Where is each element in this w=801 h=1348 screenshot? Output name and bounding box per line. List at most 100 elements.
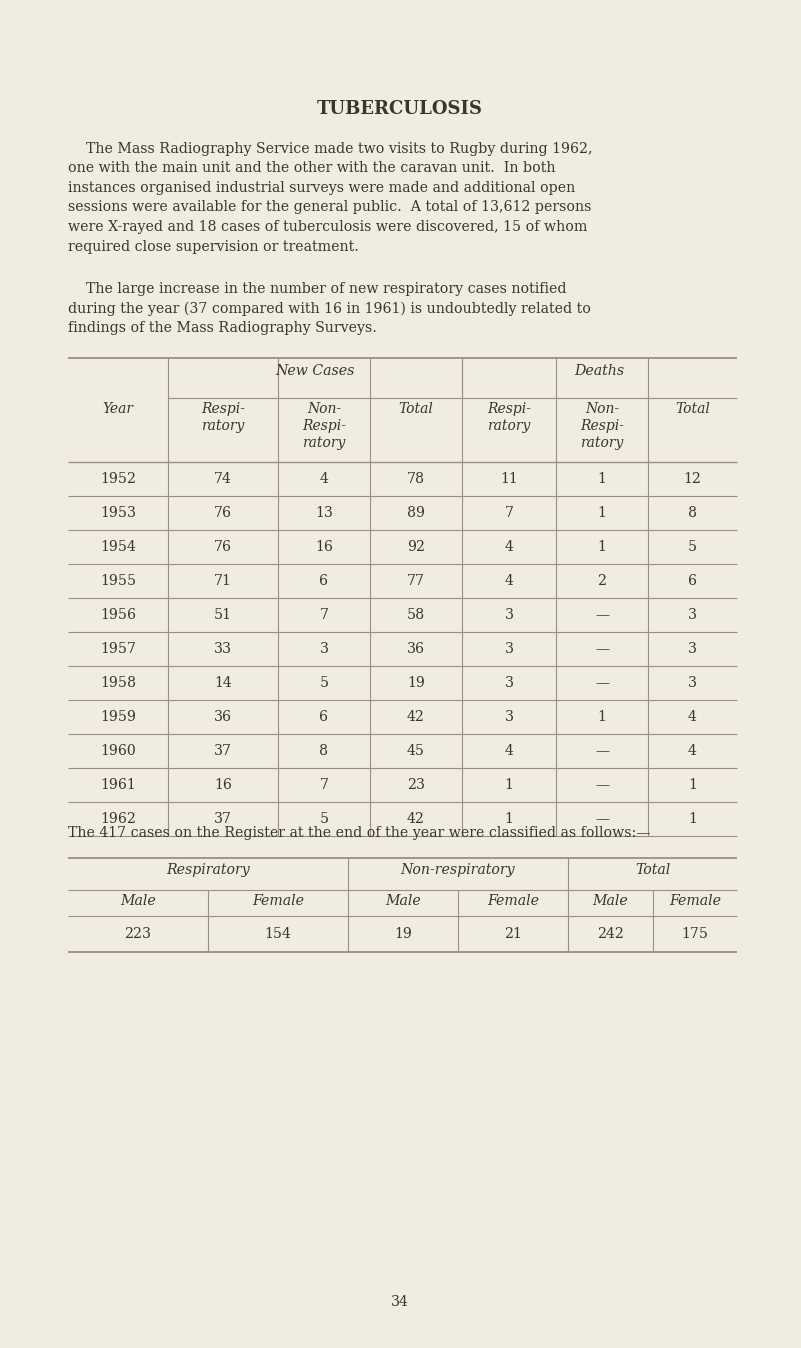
Text: 12: 12 <box>683 472 702 487</box>
Text: during the year (37 compared with 16 in 1961) is undoubtedly related to: during the year (37 compared with 16 in … <box>68 302 591 315</box>
Text: instances organised industrial surveys were made and additional open: instances organised industrial surveys w… <box>68 181 575 195</box>
Text: 1: 1 <box>598 541 606 554</box>
Text: 37: 37 <box>214 744 232 758</box>
Text: 1: 1 <box>505 811 513 826</box>
Text: 71: 71 <box>214 574 232 588</box>
Text: Male: Male <box>385 894 421 909</box>
Text: 19: 19 <box>407 675 425 690</box>
Text: Male: Male <box>120 894 156 909</box>
Text: The large increase in the number of new respiratory cases notified: The large increase in the number of new … <box>68 282 566 297</box>
Text: 1952: 1952 <box>100 472 136 487</box>
Text: 1: 1 <box>505 778 513 793</box>
Text: 8: 8 <box>688 506 697 520</box>
Text: one with the main unit and the other with the caravan unit.  In both: one with the main unit and the other wit… <box>68 162 556 175</box>
Text: 42: 42 <box>407 710 425 724</box>
Text: 23: 23 <box>407 778 425 793</box>
Text: 242: 242 <box>597 927 624 941</box>
Text: Year: Year <box>103 402 134 417</box>
Text: —: — <box>595 675 609 690</box>
Text: 5: 5 <box>320 811 328 826</box>
Text: 5: 5 <box>320 675 328 690</box>
Text: Female: Female <box>669 894 721 909</box>
Text: 8: 8 <box>320 744 328 758</box>
Text: 5: 5 <box>688 541 697 554</box>
Text: 58: 58 <box>407 608 425 621</box>
Text: 13: 13 <box>315 506 333 520</box>
Text: 1962: 1962 <box>100 811 136 826</box>
Text: 1: 1 <box>598 710 606 724</box>
Text: sessions were available for the general public.  A total of 13,612 persons: sessions were available for the general … <box>68 201 591 214</box>
Text: 11: 11 <box>500 472 518 487</box>
Text: Non-
Respi-
ratory: Non- Respi- ratory <box>302 402 346 449</box>
Text: 33: 33 <box>214 642 232 656</box>
Text: 6: 6 <box>688 574 697 588</box>
Text: 4: 4 <box>320 472 328 487</box>
Text: 74: 74 <box>214 472 232 487</box>
Text: —: — <box>595 811 609 826</box>
Text: —: — <box>595 642 609 656</box>
Text: Female: Female <box>252 894 304 909</box>
Text: 6: 6 <box>320 574 328 588</box>
Text: 4: 4 <box>688 710 697 724</box>
Text: 36: 36 <box>407 642 425 656</box>
Text: Male: Male <box>593 894 628 909</box>
Text: —: — <box>595 778 609 793</box>
Text: 51: 51 <box>214 608 232 621</box>
Text: Non-
Respi-
ratory: Non- Respi- ratory <box>580 402 624 449</box>
Text: 1957: 1957 <box>100 642 136 656</box>
Text: 1959: 1959 <box>100 710 136 724</box>
Text: 3: 3 <box>688 642 697 656</box>
Text: 2: 2 <box>598 574 606 588</box>
Text: 16: 16 <box>214 778 232 793</box>
Text: Deaths: Deaths <box>574 364 625 377</box>
Text: 42: 42 <box>407 811 425 826</box>
Text: Respi-
ratory: Respi- ratory <box>201 402 245 433</box>
Text: were X-rayed and 18 cases of tuberculosis were discovered, 15 of whom: were X-rayed and 18 cases of tuberculosi… <box>68 220 587 235</box>
Text: 4: 4 <box>505 541 513 554</box>
Text: 1960: 1960 <box>100 744 136 758</box>
Text: 3: 3 <box>505 608 513 621</box>
Text: 1954: 1954 <box>100 541 136 554</box>
Text: 1958: 1958 <box>100 675 136 690</box>
Text: Total: Total <box>675 402 710 417</box>
Text: 3: 3 <box>505 710 513 724</box>
Text: 154: 154 <box>264 927 292 941</box>
Text: TUBERCULOSIS: TUBERCULOSIS <box>317 100 483 119</box>
Text: 36: 36 <box>214 710 232 724</box>
Text: 76: 76 <box>214 541 232 554</box>
Text: 14: 14 <box>214 675 231 690</box>
Text: 45: 45 <box>407 744 425 758</box>
Text: 1: 1 <box>688 811 697 826</box>
Text: 7: 7 <box>320 778 328 793</box>
Text: The Mass Radiography Service made two visits to Rugby during 1962,: The Mass Radiography Service made two vi… <box>68 142 593 156</box>
Text: 21: 21 <box>504 927 522 941</box>
Text: 1956: 1956 <box>100 608 136 621</box>
Text: —: — <box>595 744 609 758</box>
Text: 1955: 1955 <box>100 574 136 588</box>
Text: 34: 34 <box>391 1295 409 1309</box>
Text: 6: 6 <box>320 710 328 724</box>
Text: 7: 7 <box>320 608 328 621</box>
Text: 1: 1 <box>598 472 606 487</box>
Text: 7: 7 <box>505 506 513 520</box>
Text: 3: 3 <box>688 675 697 690</box>
Text: 19: 19 <box>394 927 412 941</box>
Text: findings of the Mass Radiography Surveys.: findings of the Mass Radiography Surveys… <box>68 321 377 336</box>
Text: New Cases: New Cases <box>276 364 355 377</box>
Text: 3: 3 <box>320 642 328 656</box>
Text: 1961: 1961 <box>100 778 136 793</box>
Text: Female: Female <box>487 894 539 909</box>
Text: 1: 1 <box>598 506 606 520</box>
Text: 3: 3 <box>688 608 697 621</box>
Text: 78: 78 <box>407 472 425 487</box>
Text: 3: 3 <box>505 675 513 690</box>
Text: Respi-
ratory: Respi- ratory <box>487 402 531 433</box>
Text: required close supervision or treatment.: required close supervision or treatment. <box>68 240 359 253</box>
Text: 175: 175 <box>682 927 709 941</box>
Text: 223: 223 <box>124 927 151 941</box>
Text: 4: 4 <box>505 574 513 588</box>
Text: Non-respiratory: Non-respiratory <box>400 863 515 878</box>
Text: —: — <box>595 608 609 621</box>
Text: 4: 4 <box>688 744 697 758</box>
Text: Total: Total <box>635 863 670 878</box>
